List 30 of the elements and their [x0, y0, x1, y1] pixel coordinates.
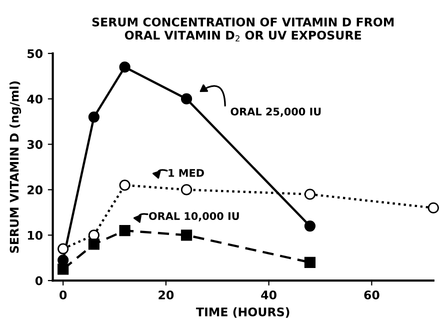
point — [180, 93, 192, 104]
annotation: ORAL 25,000 IU — [230, 108, 321, 117]
point — [304, 188, 316, 200]
point — [304, 220, 316, 232]
x-axis-title: TIME (HOURS) — [196, 307, 290, 318]
point — [88, 111, 100, 123]
y-tick-label: 30 — [27, 140, 43, 149]
point — [119, 62, 130, 73]
y-tick-label: 20 — [28, 185, 43, 194]
point — [88, 238, 100, 250]
x-tick-label: 60 — [364, 290, 380, 300]
y-tick-label: 0 — [35, 276, 43, 286]
x-tick-label: 20 — [158, 290, 174, 300]
chart-title: SERUM CONCENTRATION OF VITAMIN D FROM ORAL VITAMIN D$_{2}$ OR UV EXPOSURE — [92, 18, 394, 42]
point — [119, 180, 130, 191]
point — [304, 256, 316, 268]
annotation: 1 MED — [168, 169, 204, 177]
y-axis-title: SERUM VITAMIN D (ng/ml) — [10, 81, 22, 253]
point — [119, 225, 130, 236]
point — [180, 230, 192, 241]
x-tick-label: 40 — [261, 290, 276, 300]
y-tick-label: 50 — [28, 49, 43, 58]
annotation: ORAL 10,000 IU — [148, 212, 239, 222]
point — [428, 202, 439, 214]
point — [180, 184, 192, 196]
y-tick-label: 10 — [28, 230, 43, 240]
point — [58, 243, 69, 254]
y-tick-label: 40 — [27, 94, 43, 104]
point — [58, 264, 69, 275]
x-tick-label: 0 — [60, 290, 67, 300]
